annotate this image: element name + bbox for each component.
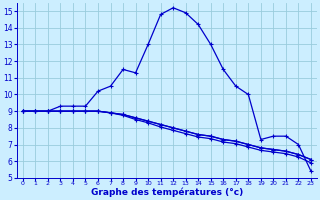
X-axis label: Graphe des températures (°c): Graphe des températures (°c) xyxy=(91,188,243,197)
